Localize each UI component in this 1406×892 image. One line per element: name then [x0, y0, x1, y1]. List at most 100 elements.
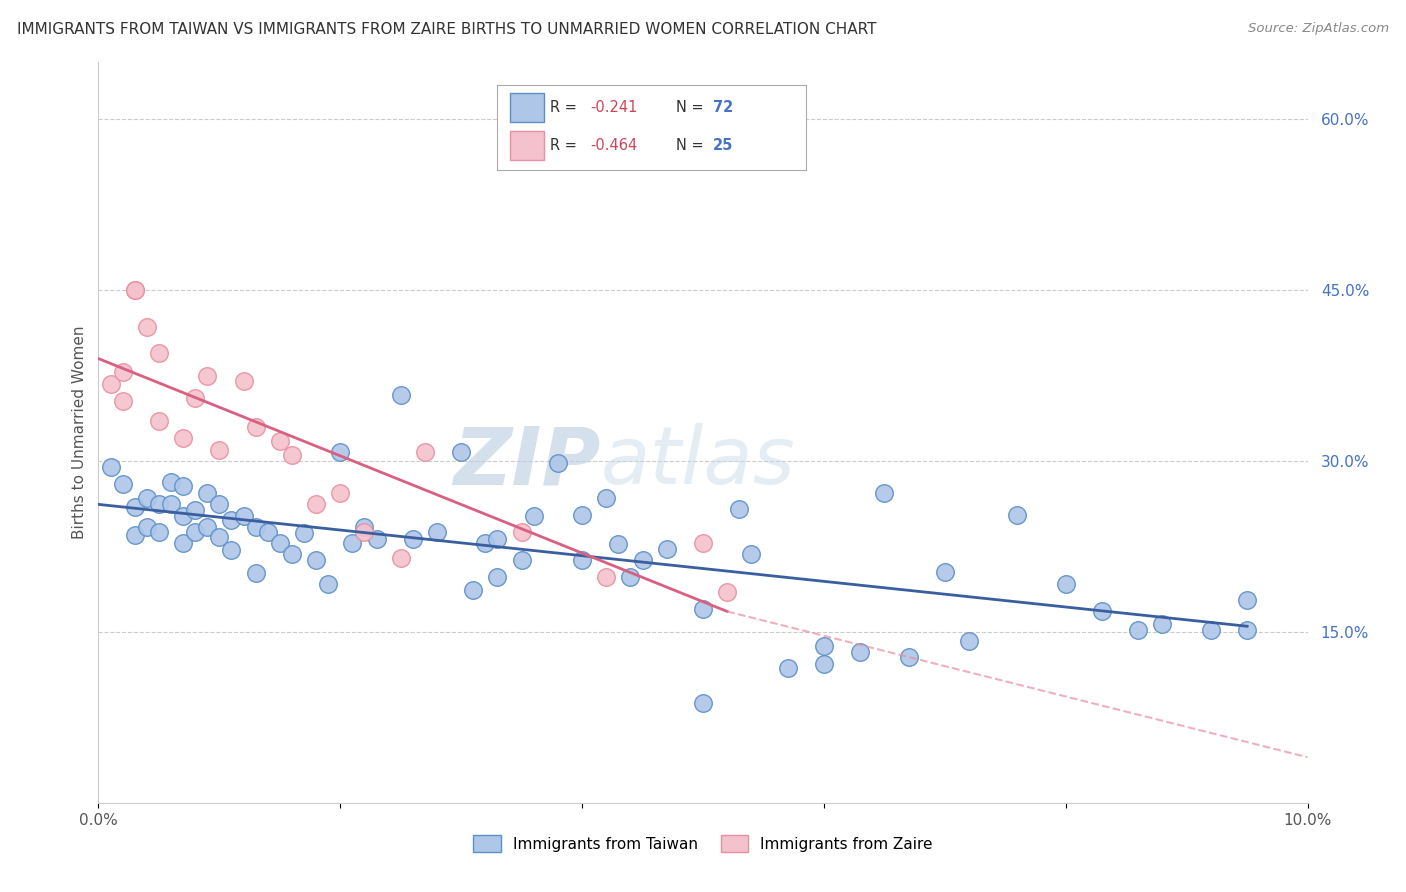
Point: [1007, 508, 1029, 522]
Point: [329, 445, 352, 459]
Point: [100, 459, 122, 474]
Point: [281, 548, 304, 562]
Point: [595, 570, 617, 584]
Point: [172, 508, 194, 523]
Point: [450, 445, 472, 459]
Point: [195, 520, 218, 534]
Point: [1236, 593, 1258, 607]
Point: [353, 524, 375, 539]
Point: [135, 520, 157, 534]
Point: [256, 524, 278, 539]
Point: [1236, 623, 1258, 637]
Point: [571, 508, 593, 522]
Point: [245, 520, 267, 534]
Point: [245, 420, 267, 434]
Point: [305, 553, 328, 567]
Point: [172, 479, 194, 493]
Point: [776, 661, 799, 675]
Point: [160, 497, 183, 511]
Point: [366, 532, 388, 546]
Point: [184, 392, 207, 406]
Point: [184, 503, 207, 517]
Point: [426, 524, 449, 539]
Point: [148, 497, 170, 511]
Point: [486, 532, 509, 546]
Point: [111, 393, 134, 408]
Point: [329, 486, 352, 500]
Point: [523, 508, 546, 523]
Point: [813, 657, 835, 671]
Point: [692, 602, 714, 616]
Point: [135, 491, 157, 505]
Point: [232, 375, 254, 389]
Point: [232, 508, 254, 523]
Point: [934, 565, 956, 579]
Point: [813, 639, 835, 653]
Point: [221, 543, 243, 558]
Point: [148, 414, 170, 428]
Point: [221, 513, 243, 527]
Legend: Immigrants from Taiwan, Immigrants from Zaire: Immigrants from Taiwan, Immigrants from …: [467, 830, 939, 858]
Point: [474, 536, 496, 550]
Point: [957, 634, 980, 648]
Text: atlas: atlas: [600, 423, 794, 501]
Point: [353, 520, 375, 534]
Point: [124, 528, 146, 542]
Text: Source: ZipAtlas.com: Source: ZipAtlas.com: [1249, 22, 1389, 36]
Point: [1054, 577, 1077, 591]
Point: [269, 434, 291, 448]
Point: [1152, 617, 1174, 632]
Point: [269, 536, 291, 550]
Point: [316, 577, 339, 591]
Point: [160, 475, 183, 489]
Point: [692, 696, 714, 710]
Point: [148, 524, 170, 539]
Point: [547, 456, 569, 470]
Point: [245, 566, 267, 580]
Point: [184, 524, 207, 539]
Point: [124, 500, 146, 514]
Point: [342, 536, 364, 550]
Point: [124, 283, 146, 297]
Point: [292, 525, 315, 540]
Point: [486, 570, 509, 584]
Point: [135, 319, 157, 334]
Point: [873, 486, 896, 500]
Point: [740, 548, 762, 562]
Point: [208, 442, 231, 457]
Point: [195, 368, 218, 383]
Text: ZIP: ZIP: [453, 423, 600, 501]
Point: [692, 536, 714, 550]
Point: [463, 582, 485, 597]
Point: [100, 376, 122, 391]
Point: [111, 476, 134, 491]
Point: [716, 585, 738, 599]
Point: [195, 486, 218, 500]
Point: [172, 536, 194, 550]
Point: [849, 645, 872, 659]
Point: [1128, 623, 1150, 637]
Point: [897, 650, 920, 665]
Point: [389, 388, 412, 402]
Point: [631, 553, 654, 567]
Point: [595, 491, 617, 505]
Y-axis label: Births to Unmarried Women: Births to Unmarried Women: [72, 326, 87, 540]
Point: [1091, 604, 1114, 618]
Point: [510, 553, 533, 567]
Point: [281, 449, 304, 463]
Point: [571, 553, 593, 567]
Point: [148, 346, 170, 360]
Point: [510, 524, 533, 539]
Point: [172, 431, 194, 445]
Point: [124, 283, 146, 297]
Point: [655, 541, 678, 556]
Point: [305, 497, 328, 511]
Point: [607, 537, 630, 551]
Point: [619, 570, 641, 584]
Point: [389, 550, 412, 565]
Point: [402, 532, 425, 546]
Point: [413, 445, 436, 459]
Point: [208, 497, 231, 511]
Point: [728, 502, 751, 516]
Point: [208, 530, 231, 544]
